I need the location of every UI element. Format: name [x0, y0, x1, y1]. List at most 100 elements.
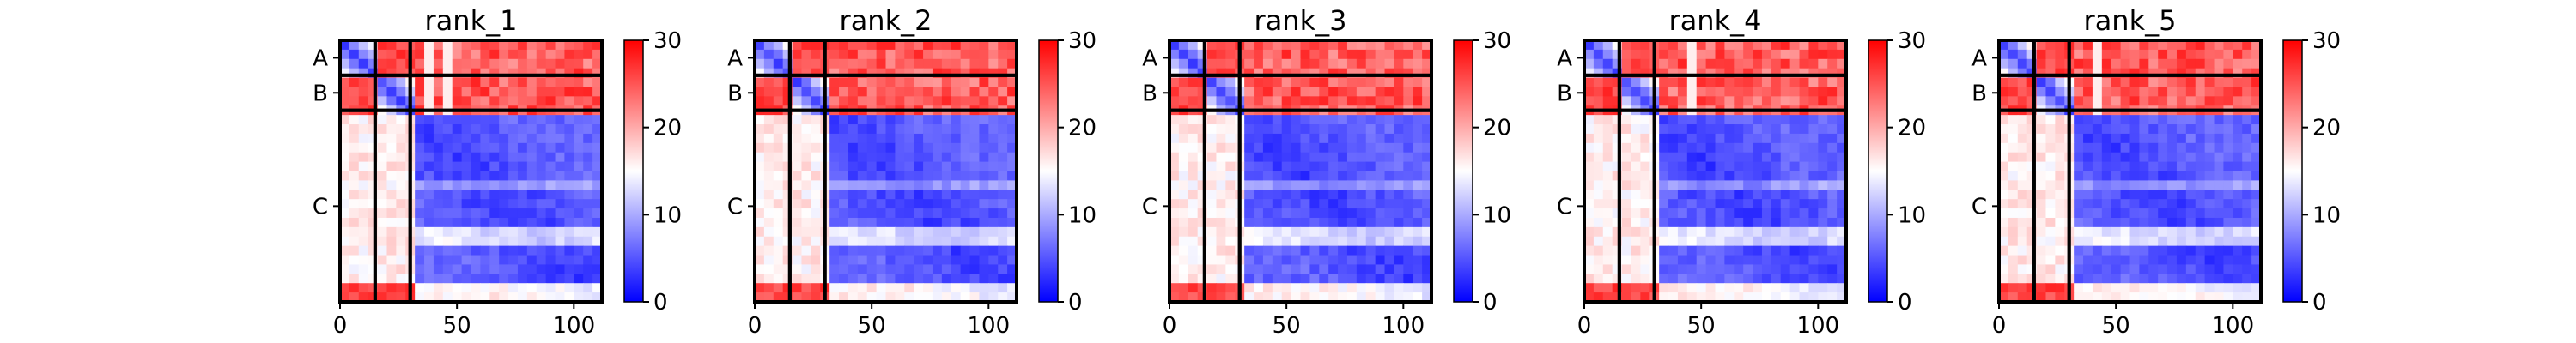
heatmap-cell: [801, 208, 811, 219]
heatmap-cell: [2185, 87, 2196, 97]
heatmap-cell: [2158, 171, 2168, 181]
heatmap-cell: [1262, 245, 1273, 256]
heatmap-cell: [1715, 124, 1725, 135]
heatmap-cell: [2204, 77, 2215, 88]
heatmap-cell: [508, 68, 519, 79]
heatmap-cell: [1365, 142, 1376, 153]
heatmap-cell: [358, 87, 369, 97]
heatmap-cell: [480, 190, 490, 200]
heatmap-cell: [1715, 180, 1725, 190]
heatmap-cell: [1007, 124, 1018, 135]
heatmap-cell: [340, 68, 350, 79]
heatmap-cell: [755, 58, 765, 69]
heatmap-cell: [2176, 124, 2187, 135]
heatmap-cell: [386, 115, 397, 125]
heatmap-cell: [1640, 161, 1650, 172]
heatmap-cell: [1705, 283, 1716, 293]
heatmap-cell: [932, 171, 943, 181]
heatmap-cell: [2008, 190, 2019, 200]
heatmap-cell: [2045, 217, 2056, 228]
heatmap-cell: [763, 274, 775, 284]
heatmap-cell: [1244, 40, 1255, 51]
heatmap-cell: [1254, 171, 1264, 181]
heatmap-cell: [1403, 58, 1413, 69]
chain-label: A: [727, 45, 743, 71]
heatmap-cell: [1602, 152, 1613, 163]
heatmap-cell: [1686, 115, 1698, 125]
heatmap-cell: [2214, 171, 2225, 181]
heatmap-cell: [1771, 199, 1782, 209]
heatmap-cell: [1668, 49, 1679, 60]
heatmap-cell: [1244, 87, 1255, 97]
heatmap-cell: [1178, 152, 1189, 163]
heatmap-cell: [574, 292, 584, 303]
heatmap-cell: [1319, 245, 1329, 256]
heatmap-cell: [2158, 40, 2168, 51]
heatmap-cell: [1328, 217, 1339, 228]
heatmap-cell: [1789, 142, 1801, 153]
heatmap-cell: [1262, 283, 1273, 293]
heatmap-cell: [1734, 226, 1744, 238]
heatmap-cell: [1281, 226, 1292, 238]
heatmap-cell: [811, 208, 821, 219]
heatmap-cell: [2101, 87, 2112, 97]
heatmap-cell: [1837, 226, 1847, 238]
heatmap-cell: [461, 236, 472, 247]
heatmap-cell: [1659, 245, 1669, 256]
heatmap-cell: [773, 264, 784, 274]
heatmap-cell: [2176, 208, 2187, 219]
heatmap-cell: [2129, 199, 2140, 209]
heatmap-cell: [811, 283, 821, 293]
heatmap-cell: [1216, 152, 1226, 163]
heatmap-cell: [1170, 87, 1180, 97]
heatmap-cell: [2111, 152, 2122, 163]
heatmap-cell: [1197, 292, 1208, 303]
heatmap-cell: [2045, 190, 2056, 200]
heatmap-cell: [1262, 161, 1273, 172]
heatmap-cell: [2204, 115, 2215, 125]
heatmap-cell: [1254, 245, 1264, 256]
heatmap-cell: [988, 208, 999, 219]
heatmap-cell: [1178, 49, 1189, 60]
heatmap-cell: [1668, 68, 1679, 79]
heatmap-cell: [904, 255, 914, 266]
heatmap-cell: [2233, 77, 2243, 88]
heatmap-cell: [555, 124, 566, 135]
heatmap-cell: [1799, 199, 1810, 209]
heatmap-cell: [368, 49, 379, 60]
heatmap-cell: [1640, 49, 1650, 60]
heatmap-cell: [839, 180, 849, 190]
heatmap-cell: [866, 77, 878, 88]
heatmap-cell: [1612, 217, 1623, 228]
heatmap-cell: [941, 142, 952, 153]
heatmap-cell: [2185, 236, 2196, 247]
heatmap-cell: [452, 264, 463, 274]
heatmap-cell: [2223, 283, 2233, 293]
heatmap-cell: [1394, 87, 1404, 97]
heatmap-cell: [1808, 292, 1819, 303]
heatmap-cell: [442, 152, 453, 163]
heatmap-cell: [396, 115, 406, 125]
heatmap-cell: [2242, 77, 2252, 88]
heatmap-cell: [2251, 236, 2262, 247]
heatmap-cell: [1206, 217, 1218, 228]
heatmap-cell: [1188, 226, 1199, 238]
chain-label: C: [1557, 194, 1572, 220]
heatmap-cell: [545, 96, 556, 106]
heatmap-cell: [1291, 58, 1302, 69]
heatmap-cell: [489, 68, 500, 79]
heatmap-cell: [2195, 133, 2206, 144]
heatmap-cell: [1677, 217, 1688, 228]
heatmap-cell: [1225, 133, 1236, 144]
heatmap-cell: [471, 58, 481, 69]
heatmap-cell: [941, 40, 952, 51]
heatmap-cell: [1254, 190, 1264, 200]
heatmap-cell: [801, 226, 811, 238]
heatmap-cell: [1593, 142, 1604, 153]
heatmap-cell: [1789, 264, 1801, 274]
heatmap-cell: [1686, 161, 1698, 172]
heatmap-cell: [792, 274, 803, 284]
heatmap-cell: [377, 40, 388, 51]
heatmap-cell: [536, 255, 547, 266]
heatmap-cell: [2074, 142, 2084, 153]
